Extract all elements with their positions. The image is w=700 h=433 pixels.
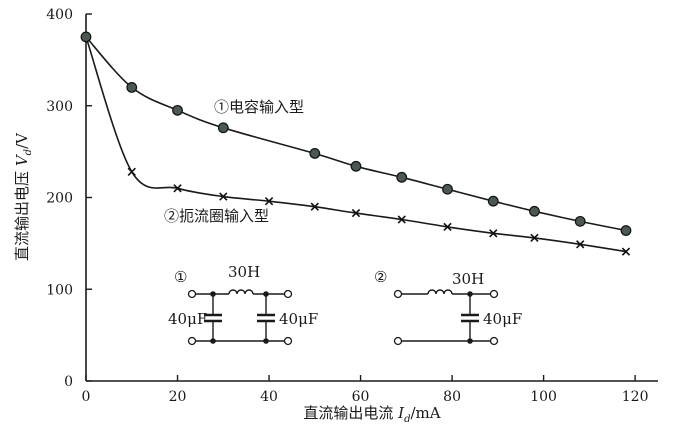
series-label-choke-input: ②扼流圈输入型 bbox=[164, 207, 269, 225]
x-marker-stroke bbox=[351, 208, 361, 218]
x-marker-stroke bbox=[219, 192, 228, 201]
series-1-point bbox=[574, 215, 586, 227]
y-tick-label: 100 bbox=[46, 282, 73, 298]
circuit-2-number: ② bbox=[374, 268, 387, 286]
x-axis-title-text: 直流输出电流 bbox=[303, 404, 393, 422]
x-marker-stroke bbox=[530, 233, 539, 243]
x-tick-label: 80 bbox=[443, 389, 461, 405]
series-1-point bbox=[350, 160, 362, 172]
x-axis-title: 直流输出电流 Id/mA bbox=[303, 404, 440, 425]
series-1-point bbox=[126, 81, 138, 93]
series-1-point bbox=[217, 122, 229, 134]
y-axis-title-text: 直流输出电压 bbox=[13, 171, 31, 261]
circuit-2-terminal-out-top bbox=[489, 289, 499, 299]
circuit-1-capacitor-input: ① 30H 40μF 40μF bbox=[168, 263, 318, 346]
x-marker-stroke bbox=[264, 197, 274, 206]
x-marker-stroke bbox=[310, 202, 319, 211]
series-1-point bbox=[529, 205, 540, 217]
series-1-point bbox=[309, 148, 321, 159]
circuit-1-terminal-in-bottom bbox=[187, 336, 197, 346]
y-tick-label: 200 bbox=[46, 191, 73, 207]
x-marker-stroke bbox=[397, 215, 406, 224]
x-tick-label: 120 bbox=[622, 389, 649, 405]
series-2-point bbox=[397, 215, 406, 224]
circuit-1-number: ① bbox=[174, 268, 187, 286]
x-marker-stroke bbox=[443, 222, 452, 232]
series-2-point bbox=[310, 202, 319, 211]
axis-title-variable: I bbox=[397, 404, 405, 422]
series-markers bbox=[80, 31, 632, 256]
series-1-point bbox=[396, 171, 408, 183]
circuit-1-inductor-coil bbox=[228, 289, 254, 295]
x-tick-label: 0 bbox=[82, 389, 91, 405]
x-marker-stroke bbox=[127, 167, 136, 176]
x-tick-label: 100 bbox=[530, 389, 557, 405]
x-tick-label: 20 bbox=[169, 389, 187, 405]
circuit-2-cap-label: 40μF bbox=[483, 310, 522, 328]
series-2-point bbox=[127, 167, 136, 176]
axis-title-variable: V bbox=[13, 153, 31, 166]
series-2-point bbox=[264, 197, 274, 206]
circuit-2-choke-input: ② 30H 40μF bbox=[374, 268, 522, 346]
series-2-point bbox=[219, 192, 228, 201]
circuit-2-terminal-in-bottom bbox=[393, 336, 403, 346]
axis-title-subscript: d bbox=[404, 414, 410, 425]
circuit-1-inductor-label: 30H bbox=[228, 263, 260, 281]
axis-title-unit: /V bbox=[13, 132, 31, 149]
series-1-point bbox=[172, 104, 183, 116]
series-1-point bbox=[620, 225, 632, 236]
circuit-1-cap1-label: 40μF bbox=[168, 310, 207, 328]
series-2-point bbox=[489, 229, 498, 238]
y-tick-label: 300 bbox=[46, 99, 73, 115]
series-2-point bbox=[443, 222, 452, 232]
y-tick-label: 400 bbox=[46, 7, 73, 23]
x-tick-label: 60 bbox=[352, 389, 370, 405]
axis-title-unit: /mA bbox=[411, 404, 441, 422]
series-2-point bbox=[621, 247, 631, 256]
series-2-point bbox=[530, 233, 539, 243]
circuit-2-terminal-out-bottom bbox=[489, 336, 499, 346]
axis-title-subscript: d bbox=[23, 149, 34, 155]
y-tick-label: 0 bbox=[64, 374, 73, 390]
y-axis-title: 直流输出电压 Vd/V bbox=[13, 132, 34, 261]
series-2-point bbox=[351, 208, 361, 218]
series-1-point bbox=[80, 31, 92, 43]
x-marker-stroke bbox=[621, 247, 631, 256]
circuit-1-terminal-out-bottom bbox=[283, 336, 293, 346]
series-2-point bbox=[173, 184, 182, 193]
ticks: 0 20 40 60 80 100 120 0 100 200 300 400 bbox=[46, 7, 648, 405]
circuit-2-terminal-in-top bbox=[393, 289, 403, 299]
series-label-capacitor-input: ①电容输入型 bbox=[214, 98, 304, 116]
x-marker-stroke bbox=[173, 184, 182, 193]
series-1-point bbox=[442, 183, 453, 195]
x-marker-stroke bbox=[576, 240, 585, 249]
x-marker-stroke bbox=[489, 229, 498, 238]
series-1-point bbox=[487, 195, 499, 207]
circuit-1-terminal-out-top bbox=[283, 289, 293, 299]
circuit-2-inductor-coil bbox=[427, 289, 453, 295]
circuit-2-inductor-label: 30H bbox=[452, 270, 484, 288]
circuit-1-terminal-in-top bbox=[187, 289, 197, 299]
circuit-1-cap2-label: 40μF bbox=[279, 310, 318, 328]
series-2-point bbox=[576, 240, 585, 249]
x-tick-label: 40 bbox=[260, 389, 278, 405]
series-1-line bbox=[85, 36, 627, 232]
